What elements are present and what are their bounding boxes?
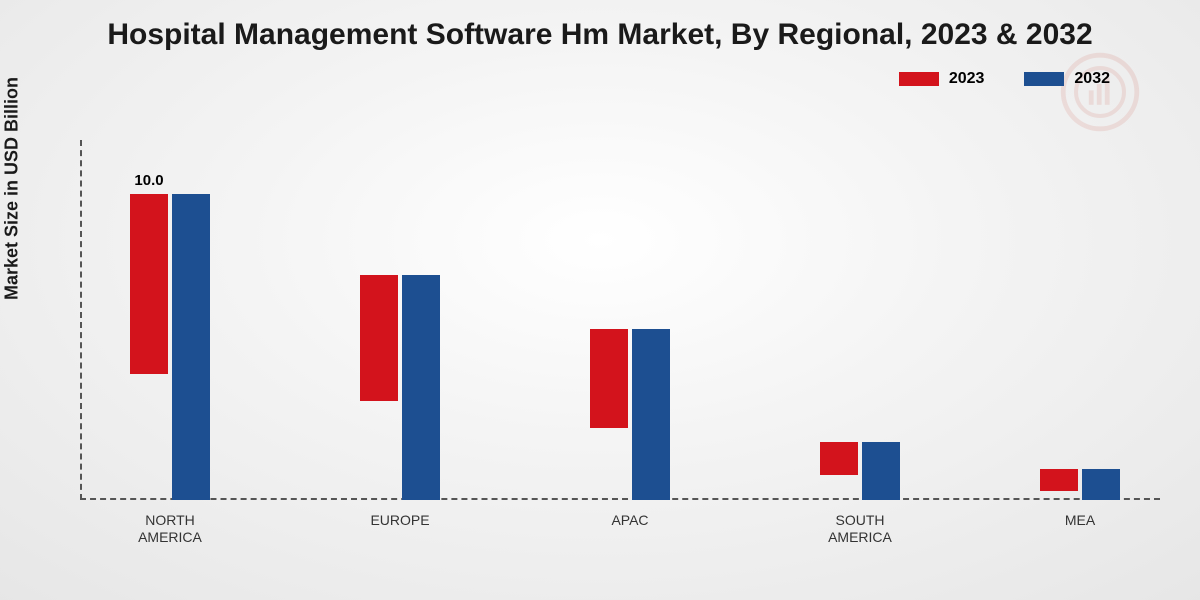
bar-apac-y2032 xyxy=(632,329,670,500)
bar-apac-y2023 xyxy=(590,329,628,428)
legend-item-2032: 2032 xyxy=(1024,70,1110,88)
plot-area: 10.0 xyxy=(80,140,1160,500)
bar-group-apac xyxy=(570,329,690,500)
bar-europe-y2023 xyxy=(360,275,398,401)
category-label-apac: APAC xyxy=(570,512,690,529)
legend-swatch-2023 xyxy=(899,72,939,86)
bar-group-europe xyxy=(340,275,460,500)
category-label-south_america: SOUTHAMERICA xyxy=(800,512,920,546)
bar-group-north_america: 10.0 xyxy=(110,194,230,500)
category-label-mea: MEA xyxy=(1020,512,1140,529)
bar-value-label: 10.0 xyxy=(134,172,163,189)
bar-south_america-y2023 xyxy=(820,442,858,474)
category-labels: NORTHAMERICA EUROPE APAC SOUTHAMERICA MEA xyxy=(80,506,1160,546)
bar-south_america-y2032 xyxy=(862,442,900,500)
bar-mea-y2032 xyxy=(1082,469,1120,500)
bar-europe-y2032 xyxy=(402,275,440,500)
legend-swatch-2032 xyxy=(1024,72,1064,86)
bar-north_america-y2032 xyxy=(172,194,210,500)
bar-mea-y2023 xyxy=(1040,469,1078,491)
category-label-north_america: NORTHAMERICA xyxy=(110,512,230,546)
chart-title: Hospital Management Software Hm Market, … xyxy=(0,18,1200,52)
legend-item-2023: 2023 xyxy=(899,70,985,88)
watermark-logo xyxy=(1060,52,1140,132)
bar-north_america-y2023: 10.0 xyxy=(130,194,168,374)
bar-group-south_america xyxy=(800,442,920,500)
bar-group-mea xyxy=(1020,469,1140,500)
legend: 2023 2032 xyxy=(899,70,1110,88)
chart-canvas: Hospital Management Software Hm Market, … xyxy=(0,0,1200,600)
category-label-europe: EUROPE xyxy=(340,512,460,529)
y-axis-label: Market Size in USD Billion xyxy=(2,77,23,300)
legend-label-2032: 2032 xyxy=(1074,70,1110,88)
y-axis-line xyxy=(80,140,82,500)
legend-label-2023: 2023 xyxy=(949,70,985,88)
